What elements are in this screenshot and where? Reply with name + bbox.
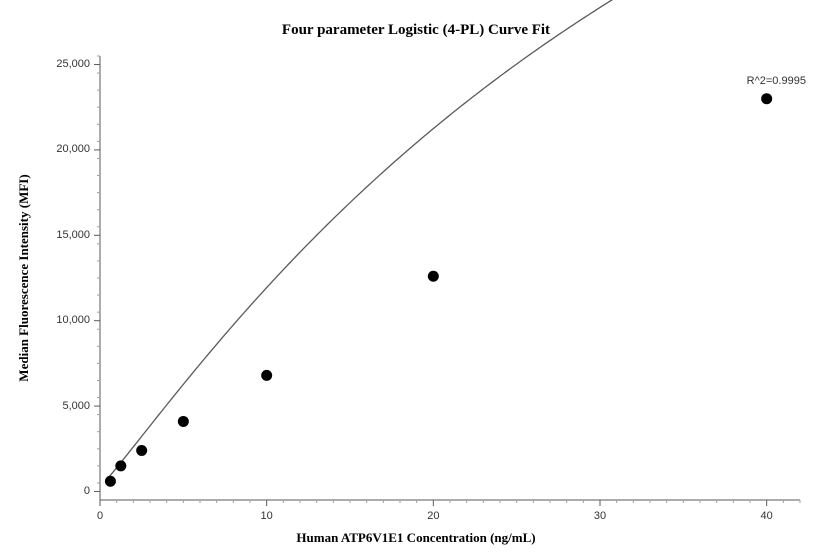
x-tick-label: 10 bbox=[247, 510, 287, 522]
data-point bbox=[136, 445, 147, 456]
x-axis-label: Human ATP6V1E1 Concentration (ng/mL) bbox=[0, 530, 832, 546]
data-point bbox=[105, 476, 116, 487]
data-point bbox=[261, 370, 272, 381]
chart-title: Four parameter Logistic (4-PL) Curve Fit bbox=[0, 22, 832, 39]
y-tick-label: 10,000 bbox=[56, 314, 90, 326]
y-tick-label: 20,000 bbox=[56, 143, 90, 155]
data-point bbox=[428, 271, 439, 282]
chart-container: Four parameter Logistic (4-PL) Curve Fit… bbox=[0, 0, 832, 560]
y-axis-label: Median Fluorescence Intensity (MFI) bbox=[16, 174, 32, 381]
data-point bbox=[761, 93, 772, 104]
data-point bbox=[115, 460, 126, 471]
y-tick-label: 5,000 bbox=[62, 400, 90, 412]
data-point bbox=[178, 416, 189, 427]
y-tick-label: 15,000 bbox=[56, 229, 90, 241]
x-tick-label: 40 bbox=[747, 510, 787, 522]
x-tick-label: 0 bbox=[80, 510, 120, 522]
x-tick-label: 30 bbox=[580, 510, 620, 522]
chart-svg bbox=[0, 0, 832, 560]
r-squared-annotation: R^2=0.9995 bbox=[747, 75, 806, 87]
x-tick-label: 20 bbox=[413, 510, 453, 522]
y-tick-label: 25,000 bbox=[56, 58, 90, 70]
y-tick-label: 0 bbox=[84, 485, 90, 497]
